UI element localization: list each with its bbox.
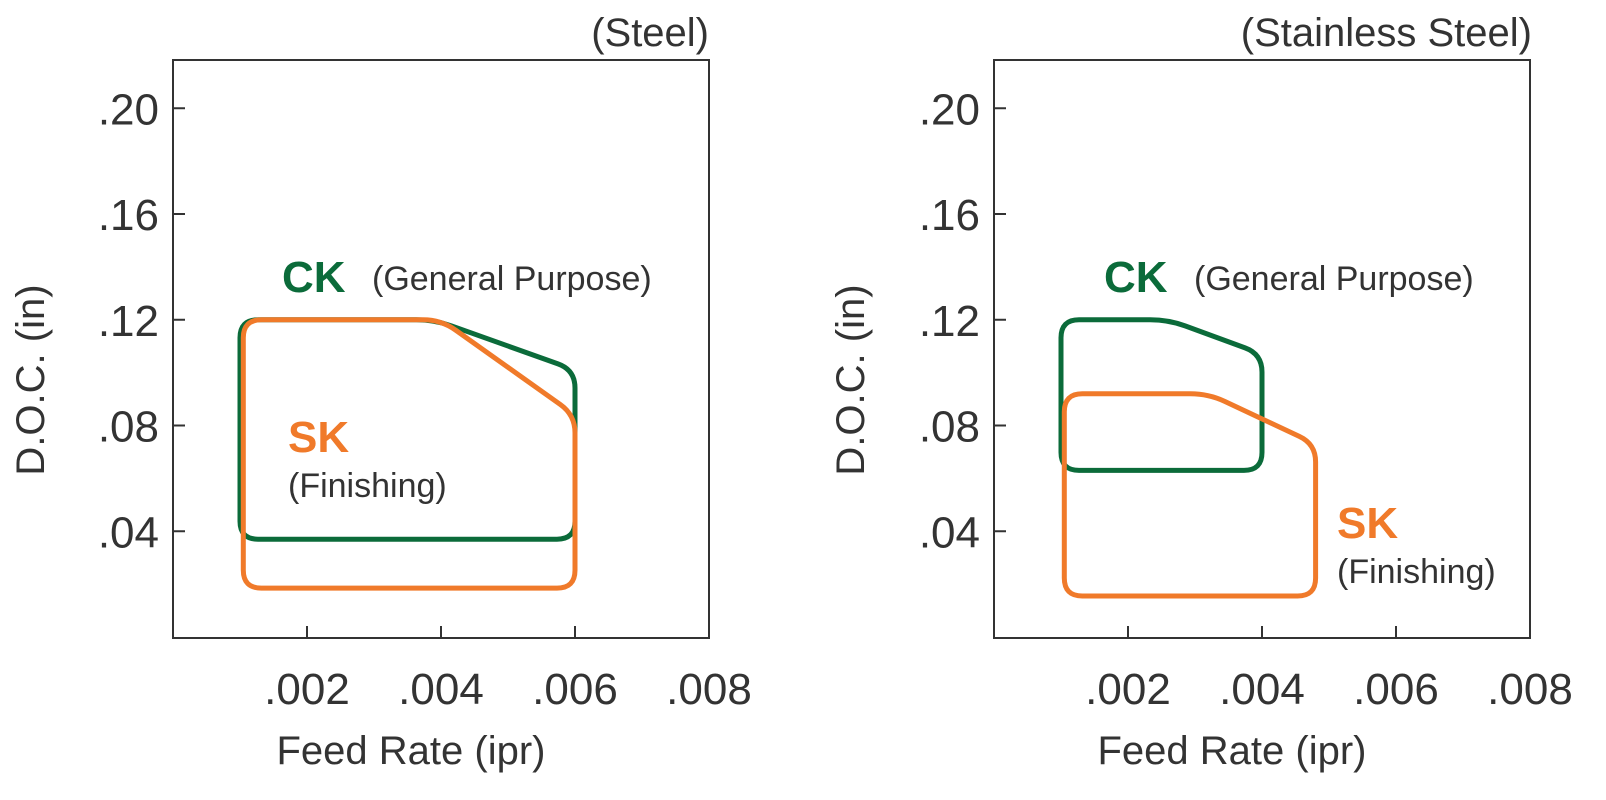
- y-tick-label: .04: [98, 508, 159, 557]
- x-tick-label: .006: [532, 665, 618, 714]
- x-tick-label: .008: [666, 665, 752, 714]
- series-description-ck: (General Purpose): [372, 260, 652, 298]
- x-tick-label: .004: [1219, 665, 1305, 714]
- y-tick-label: .08: [98, 403, 159, 452]
- series-label-sk: SK: [1337, 499, 1398, 548]
- y-tick-label: .08: [919, 403, 980, 452]
- x-tick-label: .008: [1487, 665, 1573, 714]
- series-description-sk: (Finishing): [288, 467, 447, 505]
- panel-title: (Steel): [591, 11, 709, 55]
- y-tick-label: .16: [919, 191, 980, 240]
- x-tick-label: .004: [398, 665, 484, 714]
- series-region-sk: [240, 317, 578, 591]
- y-axis-title: D.O.C. (in): [829, 284, 873, 475]
- steel-panel: (Steel) .04 .08 .12 .16 .20 .002 .004 .006 .008 Fe…: [9, 11, 752, 773]
- y-tick-label: .20: [919, 85, 980, 134]
- panel-title: (Stainless Steel): [1241, 11, 1532, 55]
- x-tick-label: .002: [264, 665, 350, 714]
- series-description-sk: (Finishing): [1337, 553, 1496, 591]
- series-region-sk: [1061, 391, 1319, 599]
- y-axis-title: D.O.C. (in): [9, 284, 53, 475]
- y-tick-label: .12: [98, 297, 159, 346]
- series-region-ck: [1058, 317, 1265, 473]
- plot-frame: [993, 59, 1531, 639]
- series-label-ck: CK: [282, 253, 346, 302]
- x-tick-label: .002: [1085, 665, 1171, 714]
- plot-frame: [172, 59, 710, 639]
- series-description-ck: (General Purpose): [1194, 260, 1474, 298]
- y-tick-label: .04: [919, 508, 980, 557]
- series-label-sk: SK: [288, 413, 349, 462]
- y-tick-label: .12: [919, 297, 980, 346]
- x-axis-title: Feed Rate (ipr): [277, 729, 546, 773]
- x-tick-label: .006: [1353, 665, 1439, 714]
- x-axis-title: Feed Rate (ipr): [1098, 729, 1367, 773]
- stainless-steel-panel: (Stainless Steel) .04 .08 .12 .16 .20 .002 .004…: [829, 11, 1573, 773]
- y-tick-label: .16: [98, 191, 159, 240]
- series-label-ck: CK: [1104, 253, 1168, 302]
- y-tick-label: .20: [98, 85, 159, 134]
